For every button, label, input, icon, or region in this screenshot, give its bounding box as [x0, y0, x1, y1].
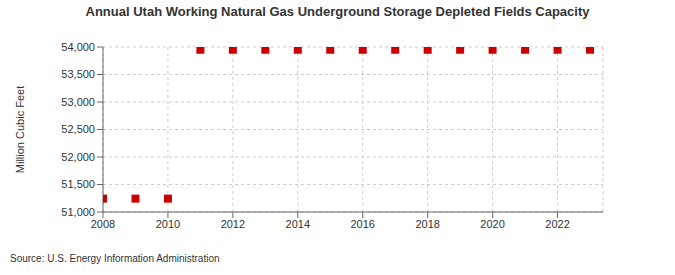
- svg-text:53,500: 53,500: [61, 68, 95, 80]
- svg-text:2016: 2016: [350, 218, 374, 230]
- html-text:Annual Utah Working Natural Ga: Annual Utah Working Natural Gas Undergro…: [85, 4, 590, 19]
- svg-text:2012: 2012: [221, 218, 245, 230]
- svg-text:52,500: 52,500: [61, 123, 95, 135]
- svg-text:2008: 2008: [91, 218, 115, 230]
- svg-text:54,000: 54,000: [61, 41, 95, 53]
- svg-text:51,000: 51,000: [61, 206, 95, 218]
- svg-text:2018: 2018: [415, 218, 439, 230]
- svg-text:2014: 2014: [286, 218, 310, 230]
- svg-text:53,000: 53,000: [61, 96, 95, 108]
- svg-text:2010: 2010: [156, 218, 180, 230]
- svg-text:51,500: 51,500: [61, 178, 95, 190]
- html-text:Source: U.S. Energy Informatio: Source: U.S. Energy Information Administ…: [10, 253, 220, 264]
- svg-text:Million Cubic Feet: Million Cubic Feet: [14, 86, 26, 173]
- svg-text:2022: 2022: [545, 218, 569, 230]
- svg-text:52,000: 52,000: [61, 151, 95, 163]
- svg-text:2020: 2020: [480, 218, 504, 230]
